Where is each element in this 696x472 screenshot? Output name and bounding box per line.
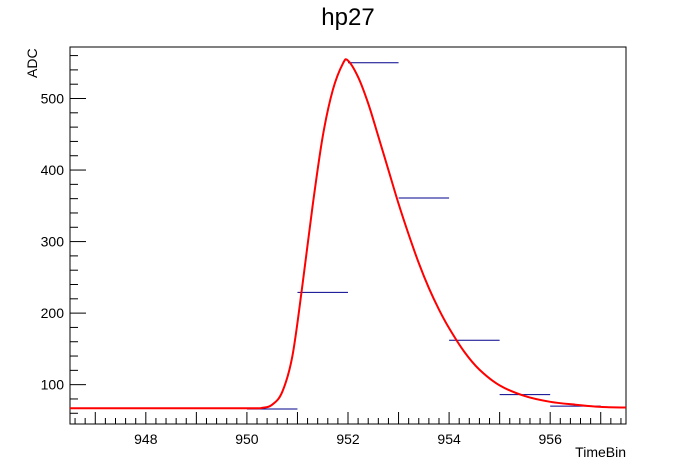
x-tick-label: 954: [437, 431, 461, 447]
x-tick-label: 956: [539, 431, 563, 447]
y-tick-label: 200: [41, 305, 65, 321]
y-tick-label: 100: [41, 377, 65, 393]
y-tick-label: 500: [41, 91, 65, 107]
chart-title: hp27: [321, 4, 375, 31]
x-axis-label: TimeBin: [575, 444, 626, 460]
y-tick-label: 400: [41, 162, 65, 178]
x-tick-label: 948: [134, 431, 158, 447]
plot-frame: [69, 46, 627, 425]
fit-curve: [70, 58, 627, 410]
x-tick-label: 952: [336, 431, 360, 447]
x-tick-label: 950: [235, 431, 259, 447]
y-tick-label: 300: [41, 234, 65, 250]
